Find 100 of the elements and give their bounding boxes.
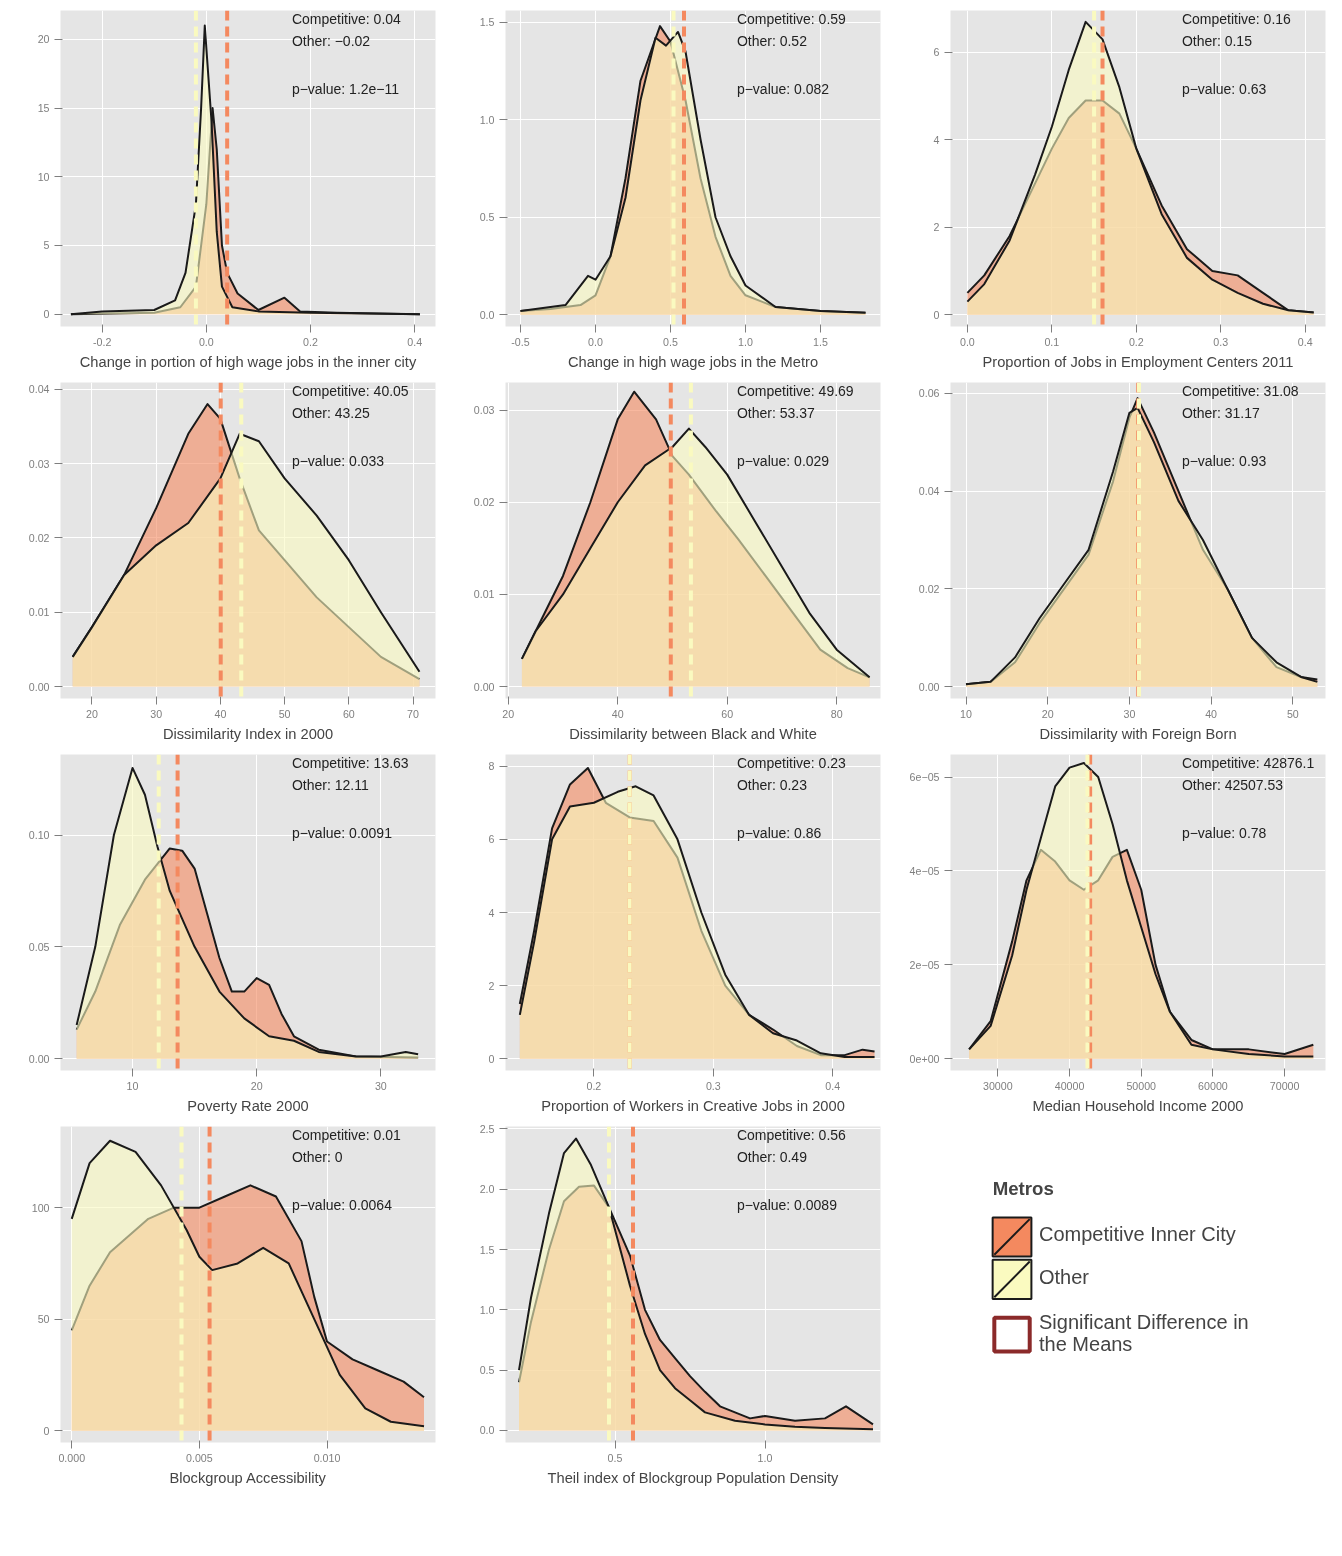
y-tick-label: 2.0 <box>479 1183 495 1196</box>
y-tick-label: 0.05 <box>28 940 50 953</box>
y-tick-label: 50 <box>37 1313 50 1326</box>
y-tick-label: 0.03 <box>473 404 495 417</box>
y-tick-label: 0.0 <box>479 308 495 321</box>
y-tick-label: 8 <box>488 760 495 773</box>
annotation: Competitive: 13.63 <box>291 754 409 771</box>
annotation: Other: 42507.53 <box>1181 776 1284 793</box>
x-tick-label: -0.2 <box>92 335 112 348</box>
x-tick-label: 0.5 <box>607 1451 623 1464</box>
x-tick-label: 0.0 <box>959 335 975 348</box>
annotation: Competitive: 0.56 <box>736 1126 847 1143</box>
x-axis-title: Proportion of Jobs in Employment Centers 2011 <box>982 353 1294 370</box>
annotation: Competitive: 0.04 <box>291 10 402 27</box>
x-tick-label: 50 <box>1286 707 1299 720</box>
x-tick-label: 0.000 <box>58 1451 86 1464</box>
x-tick-label: 0.3 <box>1213 335 1229 348</box>
y-tick-label: 1.0 <box>479 1303 495 1316</box>
y-tick-label: 2 <box>933 221 940 234</box>
x-tick-label: 30 <box>150 707 163 720</box>
x-tick-label: 50000 <box>1126 1079 1157 1092</box>
annotation: Other: 53.37 <box>736 404 815 421</box>
annotation: Competitive: 0.23 <box>736 754 847 771</box>
y-tick-label: 0.00 <box>918 680 940 693</box>
y-tick-label: 0.5 <box>479 211 495 224</box>
annotation: p−value: 0.0089 <box>736 1196 838 1213</box>
y-tick-label: 2 <box>488 979 495 992</box>
y-tick-label: 15 <box>37 102 50 115</box>
annotation: p−value: 0.029 <box>736 452 830 469</box>
y-tick-label: 2.5 <box>479 1122 495 1135</box>
x-tick-label: 0.010 <box>313 1451 341 1464</box>
x-tick-label: 1.5 <box>813 335 828 348</box>
annotation: p−value: 0.93 <box>1181 452 1267 469</box>
y-tick-label: 0.02 <box>473 496 495 509</box>
x-tick-label: 0.4 <box>407 335 423 348</box>
x-axis-title: Median Household Income 2000 <box>1032 1097 1244 1114</box>
y-tick-label: 0 <box>43 1424 50 1437</box>
legend-label: Significant Difference in the Means <box>1038 1310 1249 1356</box>
x-tick-label: 40 <box>214 707 227 720</box>
x-tick-label: 10 <box>960 707 973 720</box>
y-tick-label: 0.04 <box>28 383 50 396</box>
annotation: p−value: 0.63 <box>1181 80 1267 97</box>
annotation: Other: 43.25 <box>291 404 370 421</box>
x-tick-label: 0.1 <box>1044 335 1060 348</box>
x-tick-label: 0.005 <box>186 1451 213 1464</box>
x-tick-label: 60000 <box>1198 1079 1228 1092</box>
y-tick-label: 4e−05 <box>909 864 940 877</box>
x-tick-label: 60 <box>721 707 734 720</box>
y-tick-label: 20 <box>37 33 50 46</box>
y-tick-label: 6 <box>488 833 495 846</box>
x-tick-label: 0.4 <box>1297 335 1313 348</box>
x-axis-title: Dissimilarity with Foreign Born <box>1039 725 1237 742</box>
y-tick-label: 6 <box>933 46 940 59</box>
x-tick-label: 20 <box>502 707 515 720</box>
x-axis-title: Change in high wage jobs in the Metro <box>567 353 819 370</box>
x-tick-label: 0.0 <box>198 335 214 348</box>
annotation: Other: −0.02 <box>291 32 371 49</box>
annotation: Competitive: 0.01 <box>291 1126 402 1143</box>
x-tick-label: 30 <box>374 1079 387 1092</box>
x-tick-label: 70 <box>407 707 420 720</box>
y-tick-label: 0 <box>933 308 940 321</box>
x-tick-label: 0.2 <box>303 335 318 348</box>
annotation: p−value: 0.0064 <box>291 1196 393 1213</box>
x-tick-label: 40 <box>1205 707 1218 720</box>
annotation: p−value: 0.86 <box>736 824 822 841</box>
x-tick-label: 30 <box>1123 707 1136 720</box>
annotation: Other: 31.17 <box>1181 404 1260 421</box>
annotation: Other: 12.11 <box>291 776 369 793</box>
x-tick-label: 50 <box>278 707 291 720</box>
y-tick-label: 4 <box>488 906 495 919</box>
y-tick-label: 0.0 <box>479 1424 495 1437</box>
x-axis-title: Proportion of Workers in Creative Jobs in 2000 <box>541 1097 845 1114</box>
x-tick-label: 40 <box>611 707 624 720</box>
y-tick-label: 0 <box>488 1052 495 1065</box>
annotation: Other: 0 <box>291 1148 343 1165</box>
annotation: Competitive: 49.69 <box>736 382 854 399</box>
x-tick-label: 30000 <box>983 1079 1013 1092</box>
y-tick-label: 0.06 <box>918 387 940 400</box>
y-tick-label: 0.04 <box>918 485 940 498</box>
x-axis-title: Dissimilarity between Black and White <box>569 725 817 742</box>
legend-label: Other <box>1038 1265 1090 1288</box>
y-tick-label: 6e−05 <box>909 771 940 784</box>
annotation: Competitive: 42876.1 <box>1181 754 1315 771</box>
y-tick-label: 5 <box>43 239 50 252</box>
x-tick-label: 0.4 <box>825 1079 841 1092</box>
y-tick-label: 0.00 <box>28 1052 50 1065</box>
x-axis-title: Change in portion of high wage jobs in the inner city <box>79 353 417 370</box>
x-tick-label: 1.0 <box>738 335 753 348</box>
y-tick-label: 100 <box>31 1201 50 1214</box>
y-tick-label: 10 <box>37 170 50 183</box>
y-tick-label: 0.5 <box>479 1364 495 1377</box>
y-tick-label: 1.5 <box>479 16 495 29</box>
annotation: p−value: 0.78 <box>1181 824 1267 841</box>
x-axis-title: Blockgroup Accessibility <box>169 1469 327 1486</box>
annotation: Other: 0.23 <box>736 776 808 793</box>
annotation: Competitive: 31.08 <box>1181 382 1299 399</box>
x-tick-label: 40000 <box>1054 1079 1085 1092</box>
y-tick-label: 0.01 <box>473 588 495 601</box>
x-tick-label: 0.2 <box>1128 335 1144 348</box>
x-tick-label: 20 <box>1041 707 1054 720</box>
